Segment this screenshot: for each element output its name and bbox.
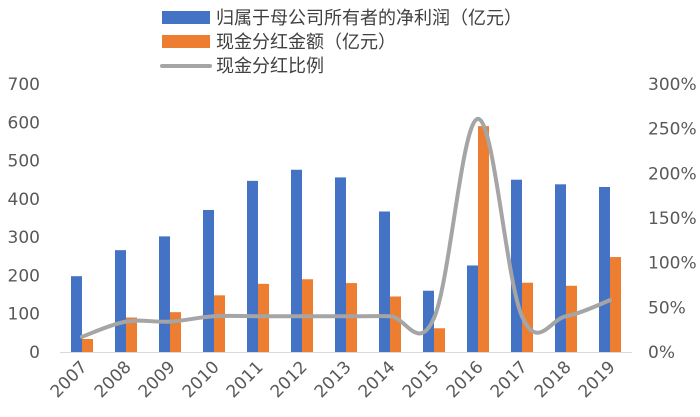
bar-series-2-2019 [610, 257, 621, 352]
ratio-point-2017 [520, 314, 524, 319]
left-axis-tick-label: 100 [8, 305, 40, 325]
left-axis-tick-label: 400 [8, 190, 40, 210]
bar-series-2-2018 [566, 285, 577, 352]
bar-series-1-2014 [379, 211, 390, 352]
x-tick-label-2016: 2016 [443, 357, 488, 402]
bar-series-1-2007 [71, 276, 82, 352]
x-tick-label-2019: 2019 [575, 357, 620, 402]
bar-series-1-2013 [335, 177, 346, 352]
ratio-point-2018 [564, 314, 568, 319]
bar-series-2-2014 [390, 296, 401, 352]
right-axis-tick-label: 150% [648, 209, 697, 229]
bar-series-1-2017 [511, 179, 522, 352]
legend: 归属于母公司所有者的净利润（亿元） 现金分红金额（亿元） 现金分红比例 [160, 8, 522, 77]
right-axis-tick-label: 100% [648, 254, 697, 274]
x-tick-label-2018: 2018 [531, 357, 576, 402]
bar-series-2-2009 [170, 312, 181, 352]
x-tick-label-2007: 2007 [47, 357, 92, 402]
x-tick-label-2009: 2009 [135, 357, 180, 402]
ratio-line-layer [80, 116, 612, 339]
right-axis-tick-label: 250% [648, 120, 697, 140]
left-axis-tick-label: 500 [8, 152, 40, 172]
x-tick-label-2012: 2012 [267, 357, 312, 402]
legend-swatch-series-2 [162, 35, 210, 48]
x-tick-label-2010: 2010 [179, 357, 224, 402]
ratio-point-2011 [256, 314, 260, 319]
legend-label-series-1: 归属于母公司所有者的净利润（亿元） [216, 8, 522, 29]
ratio-point-2008 [124, 319, 128, 324]
left-axis-tick-label: 200 [8, 266, 40, 286]
ratio-point-2019 [608, 298, 612, 303]
x-tick-label-2015: 2015 [399, 357, 444, 402]
left-axis-tick-label: 0 [29, 343, 40, 363]
ratio-point-2009 [168, 319, 172, 324]
left-axis-tick-label: 600 [8, 113, 40, 133]
legend-swatch-series-1 [162, 11, 210, 24]
bar-series-1-2010 [203, 209, 214, 352]
ratio-point-2014 [388, 314, 392, 319]
left-axis-tick-label: 300 [8, 228, 40, 248]
legend-label-series-2: 现金分红金额（亿元） [216, 32, 396, 53]
x-tick-label-2017: 2017 [487, 357, 532, 402]
ratio-point-2016 [476, 116, 480, 121]
ratio-point-2007 [80, 334, 84, 339]
bar-series-1-2016 [467, 265, 478, 352]
bar-series-2-2010 [214, 295, 225, 352]
bar-series-1-2019 [599, 186, 610, 352]
bar-series-1-2015 [423, 290, 434, 352]
right-axis-tick-label: 50% [648, 298, 686, 318]
bar-series-2-2016 [478, 126, 489, 352]
right-axis-tick-label: 300% [648, 75, 697, 95]
bar-series-2-2017 [522, 282, 533, 352]
x-tick-label-2011: 2011 [223, 357, 268, 402]
bar-series-1-2012 [291, 169, 302, 352]
right-axis-tick-label: 200% [648, 164, 697, 184]
x-tick-label-2013: 2013 [311, 357, 356, 402]
bar-series-2-2015 [434, 328, 445, 352]
x-tick-label-2014: 2014 [355, 357, 400, 402]
left-axis-tick-label: 700 [8, 75, 40, 95]
ratio-point-2015 [432, 316, 436, 321]
x-tick-label-2008: 2008 [91, 357, 136, 402]
ratio-point-2010 [212, 314, 216, 319]
left-axis: 0 100 200 300 400 500 600 700 [8, 75, 632, 363]
right-axis: 0% 50% 100% 150% 200% 250% 300% [648, 75, 697, 363]
bar-series-1-2011 [247, 180, 258, 352]
bar-series-2-2007 [82, 338, 93, 352]
ratio-point-2013 [344, 314, 348, 319]
right-axis-tick-label: 0% [648, 343, 675, 363]
bar-series-1-2008 [115, 250, 126, 352]
x-axis-labels: 2007 2008 2009 2010 2011 2012 2013 2014 2015 2016… [47, 357, 620, 402]
bar-series-1-2018 [555, 184, 566, 352]
bar-series-2-2008 [126, 317, 137, 352]
legend-label-series-3: 现金分红比例 [216, 56, 324, 77]
bar-series-1-2009 [159, 236, 170, 352]
ratio-point-2012 [300, 314, 304, 319]
